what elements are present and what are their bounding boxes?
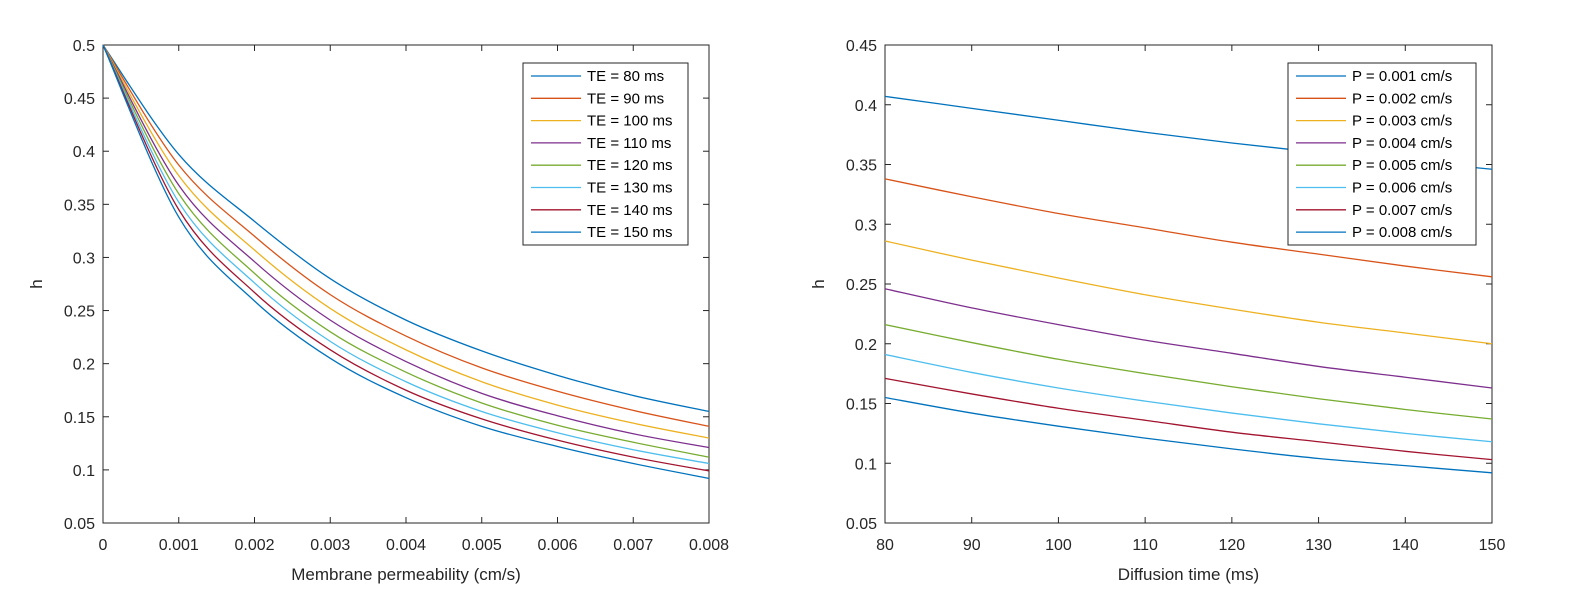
series-line-4 xyxy=(884,288,1493,389)
legend-entry: TE = 120 ms xyxy=(587,157,672,174)
legend-entry: P = 0.002 cm/s xyxy=(1352,90,1452,107)
series-line-3 xyxy=(884,240,1493,345)
x-axis-label: Membrane permeability (cm/s) xyxy=(291,565,521,584)
legend-box xyxy=(522,62,689,246)
x-tick-label: 140 xyxy=(1392,537,1419,554)
legend-entry: TE = 140 ms xyxy=(587,202,672,219)
x-tick-label: 90 xyxy=(963,537,981,554)
y-tick-label: 0.05 xyxy=(846,516,877,533)
y-tick-label: 0.35 xyxy=(64,197,95,214)
y-axis-label: h xyxy=(27,279,46,288)
legend-entry: TE = 80 ms xyxy=(587,68,664,85)
x-tick-label: 0.001 xyxy=(159,537,199,554)
y-tick-label: 0.15 xyxy=(846,397,877,414)
legend-entry: TE = 90 ms xyxy=(587,90,664,107)
x-tick-label: 120 xyxy=(1219,537,1246,554)
series-line-8 xyxy=(102,44,710,480)
y-axis-label: h xyxy=(809,279,828,288)
y-tick-label: 0.25 xyxy=(846,277,877,294)
legend-entry: P = 0.006 cm/s xyxy=(1352,180,1452,197)
legend-box xyxy=(1287,62,1477,246)
series-line-2 xyxy=(102,44,710,427)
y-tick-label: 0.4 xyxy=(73,144,95,161)
x-tick-label: 80 xyxy=(876,537,894,554)
y-tick-label: 0.1 xyxy=(73,463,95,480)
series-line-2 xyxy=(884,178,1493,278)
x-tick-label: 0.007 xyxy=(613,537,653,554)
legend-entry: TE = 150 ms xyxy=(587,224,672,241)
legend-entry: P = 0.007 cm/s xyxy=(1352,202,1452,219)
x-tick-label: 0.008 xyxy=(689,537,729,554)
y-tick-label: 0.1 xyxy=(855,456,877,473)
x-tick-label: 0.005 xyxy=(462,537,502,554)
x-tick-label: 0.006 xyxy=(537,537,577,554)
chart-right: 80 90 100 110 120 130 140 150 0.05 0.1 0.15 0.2 0.25… xyxy=(809,38,1505,584)
series-line-5 xyxy=(102,44,710,458)
y-tick-label: 0.5 xyxy=(73,38,95,55)
y-tick-label: 0.45 xyxy=(846,38,877,55)
legend-entry: P = 0.001 cm/s xyxy=(1352,68,1452,85)
x-tick-label: 100 xyxy=(1045,537,1072,554)
y-tick-label: 0.3 xyxy=(73,250,95,267)
x-tick-label: 0 xyxy=(99,537,108,554)
y-tick-label: 0.4 xyxy=(855,98,877,115)
series-line-3 xyxy=(102,44,710,439)
series-line-7 xyxy=(884,377,1493,461)
legend-entry: TE = 130 ms xyxy=(587,180,672,197)
series-line-5 xyxy=(884,323,1493,420)
legend-entry: P = 0.004 cm/s xyxy=(1352,135,1452,152)
x-tick-label: 150 xyxy=(1479,537,1506,554)
legend-entry: P = 0.005 cm/s xyxy=(1352,157,1452,174)
x-axis-label: Diffusion time (ms) xyxy=(1118,565,1259,584)
series-line-4 xyxy=(102,44,710,449)
y-tick-label: 0.35 xyxy=(846,158,877,175)
y-tick-label: 0.15 xyxy=(64,410,95,427)
chart-left: 0 0.001 0.002 0.003 0.004 0.005 0.006 0.007 0.00… xyxy=(27,38,729,584)
y-tick-label: 0.25 xyxy=(64,304,95,321)
x-tick-label: 0.002 xyxy=(234,537,274,554)
y-tick-label: 0.05 xyxy=(64,516,95,533)
y-tick-label: 0.45 xyxy=(64,91,95,108)
x-tick-label: 130 xyxy=(1305,537,1332,554)
series-line-6 xyxy=(102,44,710,465)
series-line-7 xyxy=(102,44,710,472)
series-line-6 xyxy=(884,353,1493,443)
x-tick-label: 0.003 xyxy=(310,537,350,554)
y-tick-label: 0.3 xyxy=(855,217,877,234)
y-tick-label: 0.2 xyxy=(855,337,877,354)
series-line-1 xyxy=(102,44,710,413)
legend-entry: TE = 110 ms xyxy=(587,135,671,152)
legend-entry: P = 0.008 cm/s xyxy=(1352,224,1452,241)
x-tick-label: 110 xyxy=(1132,537,1158,554)
legend-entry: TE = 100 ms xyxy=(587,113,672,130)
x-tick-label: 0.004 xyxy=(386,537,426,554)
legend-entry: P = 0.003 cm/s xyxy=(1352,113,1452,130)
y-tick-label: 0.2 xyxy=(73,357,95,374)
series-line-8 xyxy=(884,396,1493,474)
